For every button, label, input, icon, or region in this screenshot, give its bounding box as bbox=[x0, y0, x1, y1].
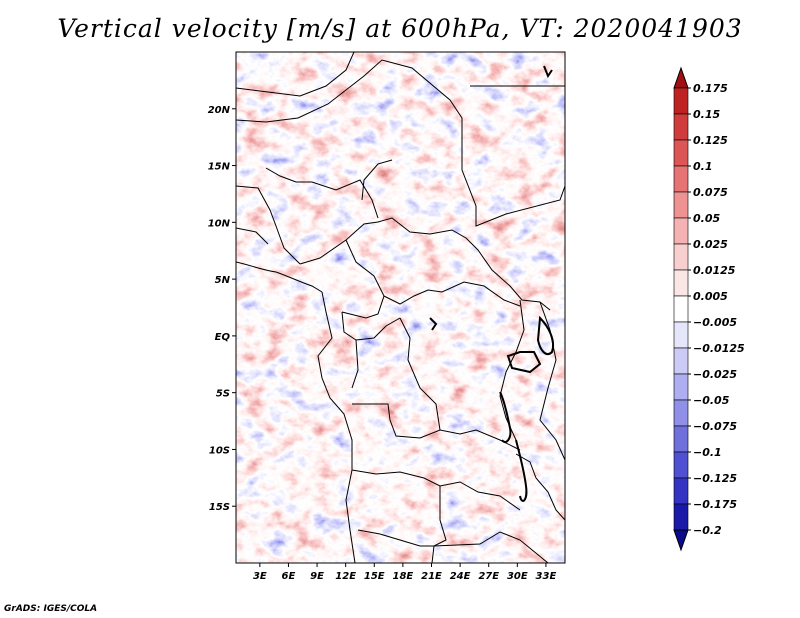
colorbar-segment bbox=[673, 321, 689, 349]
colorbar-label: 0.025 bbox=[693, 238, 728, 251]
colorbar-label: −0.005 bbox=[693, 316, 737, 329]
colorbar-segment bbox=[673, 503, 689, 531]
x-tick-label: 15E bbox=[364, 571, 385, 582]
y-tick-label: 10S bbox=[209, 445, 230, 456]
x-tick-label: 27E bbox=[478, 571, 499, 582]
colorbar-segment bbox=[673, 113, 689, 141]
colorbar-segment bbox=[673, 373, 689, 401]
colorbar-label: 0.0125 bbox=[693, 264, 736, 277]
colorbar-segment bbox=[673, 477, 689, 505]
country-borders bbox=[236, 52, 565, 563]
x-tick-label: 24E bbox=[450, 571, 471, 582]
y-tick-label: 10N bbox=[208, 218, 231, 229]
colorbar-segment bbox=[673, 295, 689, 323]
colorbar-label: −0.2 bbox=[693, 524, 722, 537]
colorbar-segment bbox=[673, 399, 689, 427]
x-tick-label: 9E bbox=[310, 571, 324, 582]
colorbar-segment bbox=[673, 347, 689, 375]
colorbar-label: 0.125 bbox=[693, 134, 728, 147]
colorbar-label: 0.1 bbox=[693, 160, 713, 173]
colorbar-label: −0.075 bbox=[693, 420, 737, 433]
colorbar-segment bbox=[673, 87, 689, 115]
colorbar-min-arrow bbox=[673, 529, 689, 552]
colorbar-segment bbox=[673, 425, 689, 453]
plot-frame bbox=[235, 51, 566, 564]
colorbar-label: −0.1 bbox=[693, 446, 722, 459]
y-tick-label: 15S bbox=[209, 502, 230, 513]
x-tick-label: 21E bbox=[421, 571, 442, 582]
colorbar-segment bbox=[673, 165, 689, 193]
y-tick-label: 5N bbox=[215, 275, 231, 286]
colorbar-segment bbox=[673, 451, 689, 479]
colorbar-segment bbox=[673, 191, 689, 219]
colorbar-label: −0.05 bbox=[693, 394, 730, 407]
y-axis: 20N 15N 10N 5N EQ 5S 10S 15S bbox=[208, 105, 236, 513]
colorbar-segment bbox=[673, 217, 689, 245]
colorbar-label: −0.0125 bbox=[693, 342, 745, 355]
colorbar-label: 0.005 bbox=[693, 290, 728, 303]
x-tick-label: 12E bbox=[335, 571, 356, 582]
y-tick-label: EQ bbox=[215, 332, 231, 343]
x-tick-label: 6E bbox=[282, 571, 296, 582]
colorbar-label: −0.025 bbox=[693, 368, 737, 381]
x-axis: 3E 6E 9E 12E 15E 18E 21E 24E 27E 30E 33E bbox=[253, 563, 557, 582]
colorbar-segment bbox=[673, 139, 689, 167]
colorbar-segment bbox=[673, 243, 689, 271]
y-tick-label: 20N bbox=[208, 105, 231, 116]
colorbar-label: −0.125 bbox=[693, 472, 737, 485]
map-field bbox=[236, 52, 565, 563]
colorbar-label: 0.075 bbox=[693, 186, 728, 199]
x-tick-label: 33E bbox=[536, 571, 557, 582]
x-tick-label: 3E bbox=[253, 571, 267, 582]
y-tick-label: 5S bbox=[216, 389, 230, 400]
colorbar-label: 0.05 bbox=[693, 212, 720, 225]
colorbar-label: 0.15 bbox=[693, 108, 720, 121]
colorbar-segment bbox=[673, 269, 689, 297]
chart-title: Vertical velocity [m/s] at 600hPa, VT: 2… bbox=[57, 14, 743, 43]
x-tick-label: 30E bbox=[507, 571, 528, 582]
colorbar-label: −0.175 bbox=[693, 498, 737, 511]
colorbar-label: 0.175 bbox=[693, 82, 728, 95]
x-tick-label: 18E bbox=[393, 571, 414, 582]
grads-credit: GrADS: IGES/COLA bbox=[4, 604, 98, 614]
colorbar: 0.175 0.15 0.125 0.1 0.075 0.05 0.025 0.0125 0.0… bbox=[673, 66, 745, 552]
y-tick-label: 15N bbox=[208, 162, 231, 173]
colorbar-max-arrow bbox=[673, 66, 689, 89]
